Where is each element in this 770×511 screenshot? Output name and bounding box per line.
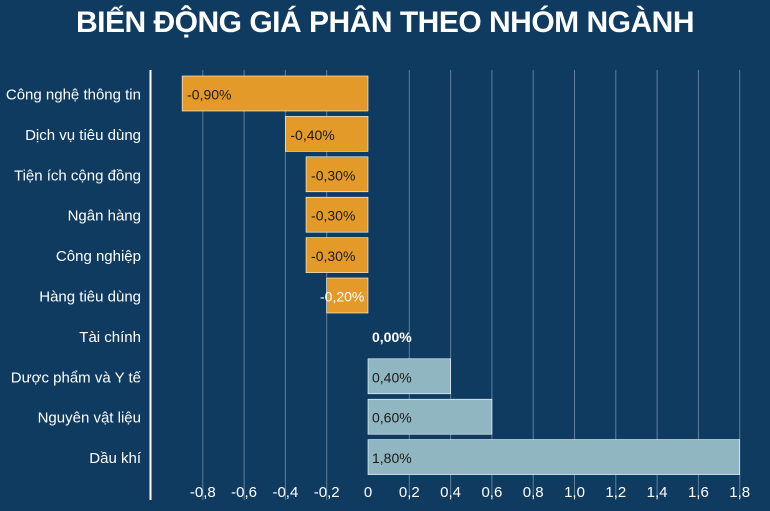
chart-title: BIẾN ĐỘNG GIÁ PHÂN THEO NHÓM NGÀNH [75,6,695,39]
x-tick-label: 1,8 [729,484,750,501]
bar [367,439,741,475]
category-label: Dược phẩm và Y tế [11,369,142,386]
category-label: Dịch vụ tiêu dùng [25,127,141,144]
bar [305,237,369,273]
x-tick-label: 0,4 [440,484,461,501]
bar [285,116,369,152]
x-tick-label: -0,2 [314,484,340,501]
data-label: -0,30% [311,167,355,183]
data-label: 0,00% [372,329,412,345]
x-tick-label: 1,6 [688,484,709,501]
category-label: Tiện ích cộng đồng [14,167,141,184]
x-tick-label: 0,6 [481,484,502,501]
bar [305,196,369,233]
category-label: Tài chính [79,329,141,346]
x-tick-label: 1,4 [647,484,668,501]
data-label: 0,60% [372,410,412,426]
data-label: -0,30% [311,208,355,224]
data-label: -0,90% [187,87,231,103]
data-label: 0,40% [372,369,412,385]
x-tick-label: -0,6 [231,484,257,501]
x-tick-label: 1,0 [564,484,585,501]
bar [367,358,451,395]
category-label: Hàng tiêu dùng [39,289,141,306]
x-tick-label: 0,2 [399,484,420,501]
category-label: Công nghiệp [56,248,141,265]
data-label: 1,80% [372,450,412,466]
x-tick-label: 1,2 [605,484,626,501]
bar [326,277,369,314]
category-label: Nguyên vật liệu [38,410,141,427]
bar [181,75,369,112]
category-label: Dầu khí [89,450,142,467]
category-label: Ngân hàng [68,208,141,225]
category-label: Công nghệ thông tin [6,87,141,104]
bar [305,156,369,193]
data-label: -0,20% [320,289,364,305]
x-tick-label: 0,8 [523,484,544,501]
data-label: -0,40% [290,127,334,143]
bar [367,398,493,435]
x-tick-label: -0,4 [272,484,298,501]
x-tick-label: -0,8 [190,484,216,501]
x-tick-label: 0 [364,484,372,501]
data-label: -0,30% [311,248,355,264]
